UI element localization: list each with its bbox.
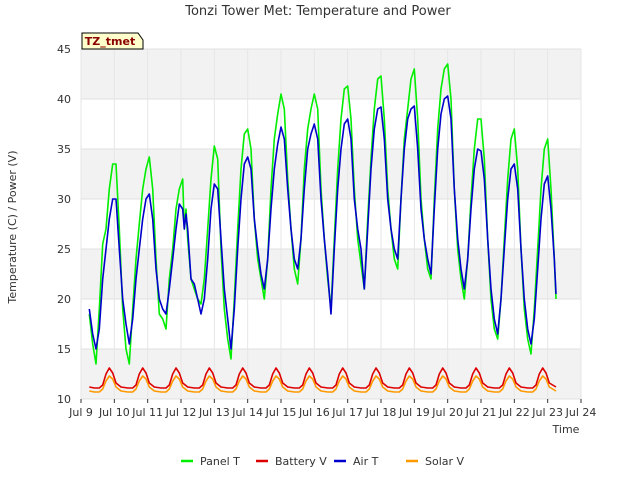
x-axis-label: Time	[552, 423, 580, 436]
x-tick-label: Jul 11	[131, 406, 163, 419]
station-badge-box	[81, 32, 144, 50]
x-tick-label: Jul 16	[298, 406, 330, 419]
y-axis-ticks: 10 15 20 25 30 35 40 45	[57, 43, 71, 406]
plot-band	[81, 99, 581, 149]
x-tick-label: Jul 24	[565, 406, 597, 419]
station-badge: TZ_tmet	[81, 32, 144, 50]
series-line-air-t	[88, 95, 557, 350]
station-badge-text: TZ_tmet	[85, 35, 135, 48]
legend-item-label: Battery V	[275, 455, 327, 468]
x-tick-label: Jul 19	[398, 406, 430, 419]
y-tick-label: 40	[57, 93, 71, 106]
series-layer	[88, 63, 557, 393]
x-axis-ticks: Jul 9 Jul 10 Jul 11 Jul 12 Jul 13 Jul 14 Jul 1…	[68, 399, 596, 419]
x-tick-label: Jul 13	[198, 406, 230, 419]
chart-title: Tonzi Tower Met: Temperature and Power	[184, 4, 451, 19]
legend-item-label: Panel T	[200, 455, 240, 468]
plot-band	[81, 49, 581, 99]
y-tick-label: 35	[57, 143, 71, 156]
gridlines	[80, 48, 582, 400]
series-line-battery-v	[89, 367, 557, 389]
x-tick-label: Jul 21	[465, 406, 497, 419]
plot-band	[81, 149, 581, 199]
x-tick-label: Jul 14	[231, 406, 263, 419]
x-tick-label: Jul 12	[165, 406, 197, 419]
plot-background-bands	[81, 49, 581, 399]
y-tick-label: 15	[57, 343, 71, 356]
series-line-solar-v	[89, 375, 557, 393]
x-tick-label: Jul 22	[498, 406, 530, 419]
y-tick-label: 30	[57, 193, 71, 206]
y-tick-label: 10	[57, 393, 71, 406]
y-tick-label: 25	[57, 243, 71, 256]
y-tick-label: 20	[57, 293, 71, 306]
y-axis-label: Temperature (C) / Power (V)	[6, 150, 19, 304]
y-tick-label: 45	[57, 43, 71, 56]
legend: Panel T Battery V Air T Solar V	[181, 455, 465, 468]
plot-band	[81, 199, 581, 249]
x-tick-label: Jul 17	[331, 406, 363, 419]
x-tick-label: Jul 15	[265, 406, 297, 419]
legend-item-label: Air T	[353, 455, 379, 468]
plot-band	[81, 249, 581, 299]
legend-item-label: Solar V	[425, 455, 465, 468]
x-tick-label: Jul 10	[98, 406, 130, 419]
x-tick-label: Jul 18	[365, 406, 397, 419]
plot-band	[81, 349, 581, 399]
x-tick-label: Jul 23	[531, 406, 563, 419]
x-tick-label: Jul 20	[431, 406, 463, 419]
x-tick-label: Jul 9	[68, 406, 93, 419]
